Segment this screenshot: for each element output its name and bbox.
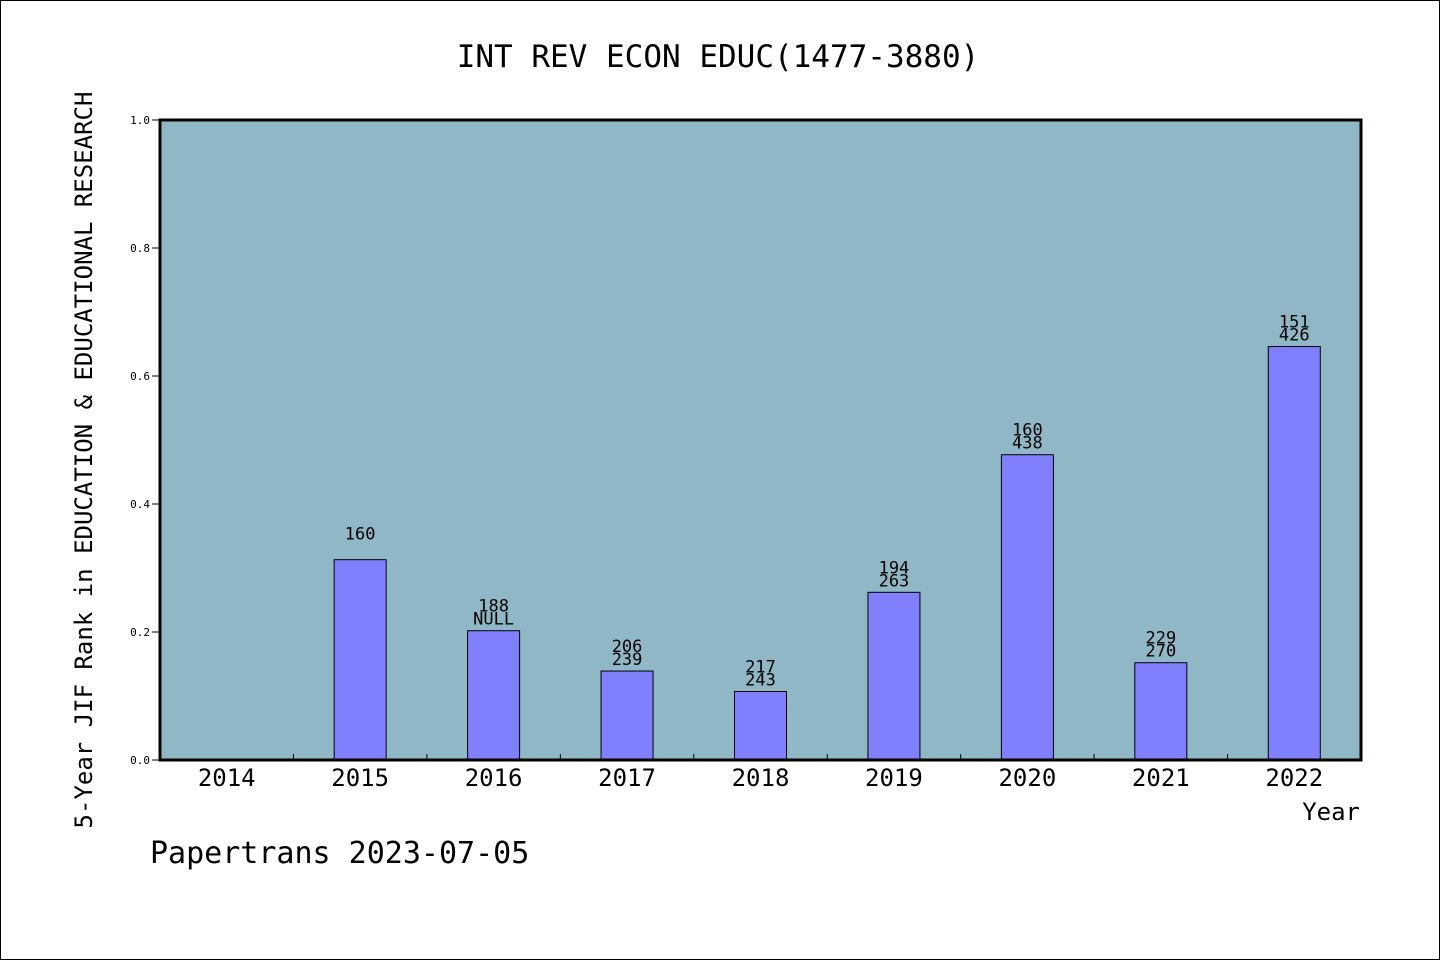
y-tick-label: 0.8 [130, 242, 150, 255]
x-tick-label: 2021 [1132, 764, 1190, 792]
bar-data-label-lower: 263 [879, 571, 910, 591]
bar-data-label-lower: 438 [1012, 434, 1043, 454]
x-tick-label: 2015 [331, 764, 389, 792]
bar [467, 630, 521, 761]
chart-title: INT REV ECON EDUC(1477-3880) [457, 39, 980, 75]
y-tick-label: 0.0 [130, 754, 150, 767]
y-tick-label: 1.0 [130, 114, 150, 127]
x-tick-label: 2019 [865, 764, 923, 792]
x-axis-label: Year [1302, 798, 1360, 826]
bar-data-label: 160 [345, 525, 376, 545]
bar-data-label-lower: NULL [473, 610, 514, 630]
x-tick-label: 2014 [198, 764, 256, 792]
y-tick-label: 0.4 [130, 498, 150, 511]
y-tick-label: 0.6 [130, 370, 150, 383]
bar-data-label-upper: 217 [745, 658, 776, 678]
bar-data-label-upper: 206 [612, 637, 643, 657]
bar-data-label-lower: 426 [1279, 326, 1310, 346]
x-tick-label: 2022 [1265, 764, 1323, 792]
x-tick-label: 2018 [732, 764, 790, 792]
footer-credit: Papertrans 2023-07-05 [150, 836, 529, 871]
bar [333, 559, 387, 761]
bar [1267, 346, 1321, 761]
x-tick-label: 2017 [598, 764, 656, 792]
bar [1000, 454, 1054, 761]
bar-data-label-lower: 270 [1145, 642, 1176, 662]
y-axis-label: 5-Year JIF Rank in EDUCATION & EDUCATION… [70, 92, 98, 829]
y-tick-label: 0.2 [130, 626, 150, 639]
x-tick-label: 2016 [465, 764, 523, 792]
bar-data-label-upper: 194 [879, 558, 910, 578]
bar-data-label-lower: 243 [745, 671, 776, 691]
bar-data-label-upper: 229 [1145, 629, 1176, 649]
bar [600, 670, 654, 761]
bar-data-label-upper: 151 [1279, 313, 1310, 333]
bar [734, 691, 787, 761]
x-tick-label: 2020 [998, 764, 1056, 792]
bar [1134, 662, 1188, 761]
bar-data-label-upper: 188 [478, 597, 509, 617]
plot-border [158, 118, 1363, 762]
bar-data-label-upper: 160 [1012, 421, 1043, 441]
bar [867, 591, 921, 761]
bar-data-label-lower: 239 [612, 650, 643, 670]
